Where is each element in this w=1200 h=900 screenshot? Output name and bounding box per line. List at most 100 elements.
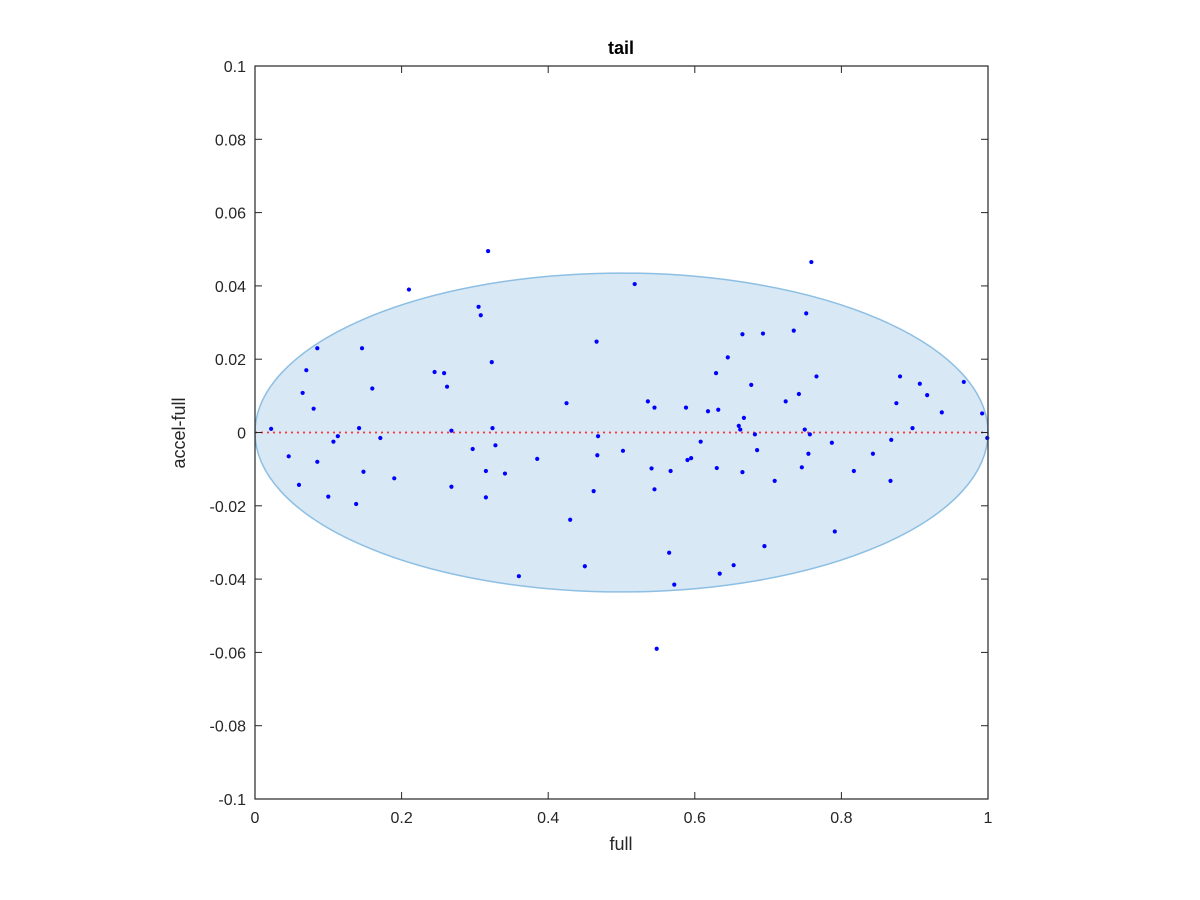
data-point: [814, 374, 819, 379]
data-point: [961, 379, 966, 385]
data-point: [683, 405, 689, 410]
data-point: [359, 346, 365, 351]
data-point: [296, 482, 302, 488]
data-point: [783, 399, 788, 404]
data-point: [654, 646, 659, 651]
data-point: [444, 384, 450, 389]
data-point: [796, 391, 801, 397]
data-point: [799, 465, 804, 470]
data-point: [304, 368, 309, 373]
data-point: [645, 399, 650, 404]
x-tick-label: 0.6: [684, 810, 706, 827]
data-point: [502, 471, 508, 476]
data-point: [870, 451, 876, 456]
data-point: [752, 432, 758, 437]
data-point: [620, 448, 626, 453]
data-point: [595, 434, 601, 439]
data-point: [356, 426, 362, 431]
x-tick-label: 0.4: [537, 810, 559, 827]
y-tick-label: 0: [237, 426, 246, 443]
data-point: [672, 582, 677, 587]
data-point: [591, 489, 596, 494]
data-point: [917, 381, 922, 386]
data-point: [985, 435, 990, 441]
data-point: [449, 484, 454, 489]
data-point: [689, 456, 694, 461]
data-point: [652, 487, 657, 492]
data-point: [755, 447, 760, 453]
data-point: [716, 407, 721, 412]
data-point: [897, 374, 903, 379]
data-point: [331, 439, 336, 444]
data-point: [442, 371, 447, 376]
data-point: [354, 501, 359, 507]
data-point: [717, 571, 722, 576]
data-point: [449, 428, 454, 433]
data-point: [300, 390, 305, 396]
data-point: [370, 386, 375, 391]
y-axis-label: accel-full: [169, 397, 189, 468]
data-point: [311, 406, 316, 411]
x-tick-label: 0.8: [830, 810, 852, 827]
data-point: [478, 313, 483, 318]
data-point: [490, 426, 495, 431]
chart-title: tail: [608, 38, 634, 58]
data-point: [725, 355, 730, 360]
data-point: [568, 517, 573, 522]
data-point: [685, 457, 690, 463]
data-point: [335, 434, 340, 439]
data-point: [939, 410, 944, 415]
data-point: [594, 339, 599, 344]
data-point: [470, 446, 475, 452]
y-tick-label: -0.04: [210, 572, 247, 589]
data-point: [652, 405, 657, 410]
data-point: [286, 454, 291, 459]
data-point: [740, 469, 745, 475]
y-tick-label: 0.04: [215, 279, 246, 296]
data-point: [483, 468, 488, 474]
data-point: [772, 478, 777, 483]
data-point: [269, 426, 274, 431]
data-point: [731, 563, 736, 568]
data-point: [406, 287, 412, 292]
data-point: [851, 468, 856, 474]
data-point: [483, 495, 488, 500]
data-point: [493, 443, 498, 448]
data-point: [705, 409, 711, 414]
data-point: [632, 281, 637, 287]
data-point: [925, 393, 930, 398]
data-point: [791, 328, 796, 333]
data-point: [741, 415, 747, 420]
data-point: [806, 451, 811, 456]
data-point: [392, 476, 397, 481]
data-point: [894, 401, 899, 406]
data-point: [485, 248, 491, 254]
data-point: [760, 331, 766, 336]
data-point: [649, 466, 654, 471]
data-point: [378, 435, 383, 441]
y-tick-label: -0.08: [210, 719, 247, 736]
x-tick-label: 1: [984, 810, 993, 827]
y-tick-label: 0.08: [215, 132, 246, 149]
y-tick-label: -0.1: [218, 792, 246, 809]
data-point: [476, 304, 481, 309]
data-point: [980, 411, 985, 416]
data-point: [738, 427, 743, 432]
plot-area: [254, 248, 990, 651]
data-point: [829, 440, 834, 445]
data-point: [315, 459, 320, 464]
data-point: [714, 465, 719, 471]
data-point: [740, 332, 745, 337]
data-point: [668, 468, 673, 474]
data-point: [888, 478, 893, 483]
data-point: [889, 437, 894, 442]
data-point: [432, 369, 437, 375]
x-tick-label: 0: [251, 810, 260, 827]
data-point: [807, 432, 812, 437]
x-tick-label: 0.2: [390, 810, 412, 827]
data-point: [736, 423, 741, 429]
data-point: [762, 544, 767, 549]
data-point: [516, 574, 521, 579]
data-point: [315, 346, 320, 351]
